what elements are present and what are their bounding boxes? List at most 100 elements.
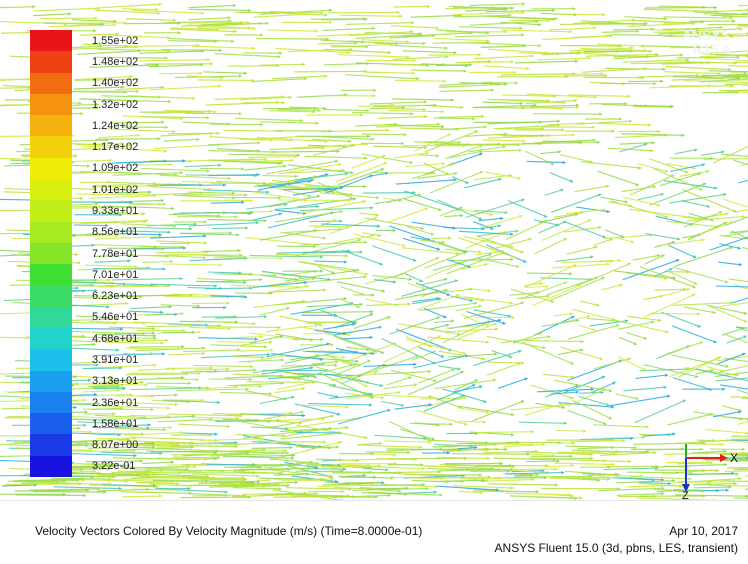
velocity-vector-head — [181, 312, 184, 316]
velocity-vector — [552, 264, 610, 268]
velocity-vector — [653, 168, 703, 190]
velocity-vector-head — [249, 378, 252, 382]
velocity-vector — [338, 55, 409, 57]
velocity-vector-head — [146, 488, 149, 492]
velocity-vector-head — [573, 7, 576, 11]
velocity-vector — [673, 267, 729, 282]
velocity-vector — [0, 88, 30, 89]
velocity-vector — [737, 442, 748, 444]
velocity-vector — [190, 258, 248, 260]
velocity-vector — [207, 220, 266, 221]
velocity-vector — [567, 247, 598, 255]
velocity-vector-head — [558, 150, 561, 154]
velocity-vector — [425, 142, 461, 143]
velocity-vector — [624, 17, 667, 19]
velocity-vector — [203, 72, 247, 74]
velocity-vector — [213, 258, 282, 259]
velocity-vector — [738, 169, 748, 183]
velocity-vector — [97, 489, 149, 491]
velocity-vector — [207, 272, 241, 273]
velocity-vector — [561, 477, 638, 478]
velocity-vector-head — [204, 241, 207, 245]
velocity-vector — [668, 245, 696, 257]
velocity-vector — [158, 419, 213, 421]
velocity-vector-head — [250, 365, 253, 369]
velocity-vector — [139, 60, 210, 61]
velocity-vector-head — [521, 361, 524, 365]
velocity-vector-head — [324, 74, 327, 78]
velocity-vector-head — [377, 224, 380, 228]
colormap-label: 3.22e-01 — [92, 460, 135, 472]
velocity-vector — [568, 389, 606, 406]
velocity-vector-head — [627, 94, 630, 98]
velocity-vector — [328, 12, 400, 13]
velocity-vector-head — [144, 191, 147, 195]
velocity-vector-head — [335, 360, 338, 364]
logo-line-2: R15.0 — [660, 42, 730, 56]
velocity-vector-head — [169, 163, 172, 167]
velocity-vector-head — [570, 455, 573, 459]
velocity-vector — [0, 373, 33, 374]
velocity-vector — [323, 484, 362, 485]
velocity-vector-head — [602, 13, 605, 17]
velocity-vector — [260, 64, 305, 65]
velocity-vector — [242, 422, 297, 432]
velocity-vector — [101, 96, 161, 98]
velocity-vector — [203, 251, 241, 252]
velocity-vector — [555, 431, 586, 432]
velocity-vector-head — [500, 217, 503, 221]
velocity-vector — [636, 375, 668, 378]
velocity-vector — [384, 441, 432, 442]
velocity-vector-head — [277, 55, 280, 59]
velocity-vector-head — [545, 285, 548, 289]
velocity-vector-head — [360, 250, 363, 254]
velocity-vector — [484, 216, 523, 227]
velocity-vector-head — [413, 363, 416, 367]
velocity-vector — [673, 303, 733, 306]
velocity-vector — [253, 214, 282, 221]
velocity-vector-head — [93, 29, 96, 33]
velocity-vector-head — [365, 18, 368, 22]
velocity-vector-head — [278, 326, 281, 330]
velocity-vector — [667, 342, 703, 354]
velocity-vector — [189, 223, 259, 226]
velocity-vector-head — [386, 128, 389, 132]
velocity-vector — [362, 134, 407, 135]
velocity-vector — [580, 460, 632, 461]
velocity-vector — [198, 80, 254, 81]
velocity-vector-head — [339, 219, 342, 223]
velocity-vector — [388, 208, 428, 222]
velocity-vector-head — [245, 193, 248, 197]
velocity-vector-head — [156, 471, 159, 475]
velocity-vector — [166, 368, 213, 369]
velocity-vector-head — [207, 58, 210, 62]
velocity-vector-head — [388, 51, 391, 55]
velocity-vector — [346, 23, 415, 25]
velocity-vector-head — [478, 53, 481, 57]
velocity-vector — [141, 168, 210, 171]
velocity-vector-head — [321, 11, 324, 15]
velocity-vector — [701, 152, 724, 156]
velocity-vector — [153, 480, 209, 481]
velocity-vector — [530, 105, 579, 107]
velocity-vector-head — [575, 59, 578, 63]
velocity-vector — [555, 463, 615, 464]
velocity-vector-head — [443, 79, 446, 83]
velocity-vector-head — [80, 112, 83, 116]
colormap-swatch — [30, 115, 72, 137]
velocity-vector — [68, 454, 137, 456]
velocity-vector — [182, 433, 217, 434]
velocity-vector-head — [264, 219, 267, 223]
velocity-vector-head — [374, 475, 377, 479]
velocity-vector — [455, 35, 524, 37]
z-axis-label: Z — [682, 490, 689, 500]
velocity-vector-head — [85, 410, 88, 414]
velocity-vector-head — [244, 295, 247, 299]
velocity-vector-head — [495, 447, 498, 451]
velocity-vector — [474, 175, 512, 180]
velocity-vector-head — [446, 324, 449, 328]
velocity-vector-head — [445, 55, 448, 59]
velocity-vector — [185, 165, 222, 167]
velocity-vector — [189, 9, 251, 10]
